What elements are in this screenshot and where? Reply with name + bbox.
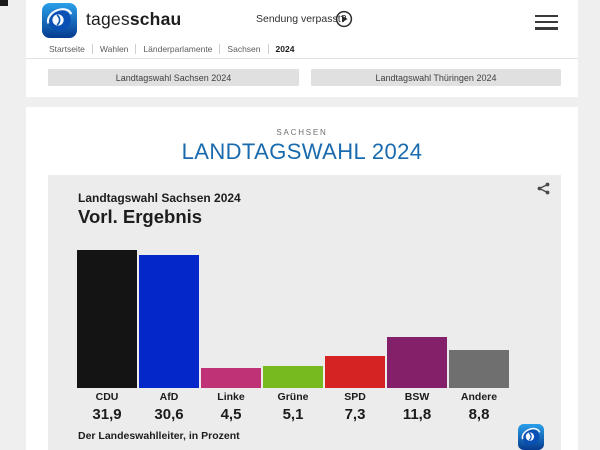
bar-party-name: BSW <box>404 391 430 403</box>
bar-label-Andere: Andere 8,8 <box>449 391 509 423</box>
bar-Grüne <box>263 366 323 388</box>
bar-percent-value: 7,3 <box>344 406 366 423</box>
breadcrumb-startseite[interactable]: Startseite <box>49 44 93 54</box>
bar-party-name: CDU <box>95 391 119 403</box>
nav-button-sachsen[interactable]: Landtagswahl Sachsen 2024 <box>48 69 299 86</box>
bar-party-name: SPD <box>344 391 366 403</box>
bar-CDU <box>77 250 137 388</box>
hamburger-menu-icon[interactable] <box>535 15 558 30</box>
tagesschau-globe-icon <box>518 424 544 450</box>
main-content: SACHSEN LANDTAGSWAHL 2024 Landtagswahl S… <box>26 107 578 450</box>
site-header: tagesschau Sendung verpasst? Startseite … <box>26 0 578 97</box>
bar-party-name: Linke <box>217 391 245 403</box>
chart-subtitle: Landtagswahl Sachsen 2024 <box>78 191 241 205</box>
results-chart-card: Landtagswahl Sachsen 2024 Vorl. Ergebnis… <box>48 175 561 450</box>
bar-percent-value: 5,1 <box>282 406 304 423</box>
bar-party-name: AfD <box>159 391 179 403</box>
play-circle-icon[interactable] <box>335 10 353 28</box>
bar-label-BSW: BSW 11,8 <box>387 391 447 423</box>
share-icon[interactable] <box>537 182 550 195</box>
bar-Andere <box>449 350 509 388</box>
bar-party-name: Andere <box>460 391 498 403</box>
brand-wordmark[interactable]: tagesschau <box>86 9 181 30</box>
breadcrumb-laenderparlamente[interactable]: Länderparlamente <box>136 44 221 54</box>
nav-button-thueringen[interactable]: Landtagswahl Thüringen 2024 <box>311 69 561 86</box>
tagesschau-logo[interactable] <box>42 3 77 38</box>
bar-Linke <box>201 368 261 388</box>
bar-percent-value: 4,5 <box>220 406 242 423</box>
bar-label-CDU: CDU 31,9 <box>77 391 137 423</box>
chart-title: Vorl. Ergebnis <box>78 206 203 227</box>
chart-source: Der Landeswahlleiter, in Prozent <box>78 430 240 442</box>
brand-bold: schau <box>129 9 182 29</box>
bar-label-AfD: AfD 30,6 <box>139 391 199 423</box>
bar-label-SPD: SPD 7,3 <box>325 391 385 423</box>
top-left-dark-artifact <box>0 0 8 6</box>
header-divider <box>26 58 578 59</box>
bar-percent-value: 11,8 <box>402 406 432 423</box>
bar-chart-labels: CDU 31,9 AfD 30,6 Linke 4,5 Grüne 5,1 SPD 7,3 BSW 1… <box>77 391 509 423</box>
bar-SPD <box>325 356 385 388</box>
breadcrumb-2024[interactable]: 2024 <box>275 44 295 54</box>
brand-regular: tages <box>86 9 130 29</box>
bar-BSW <box>387 337 447 388</box>
tagesschau-globe-icon <box>42 3 77 38</box>
bar-percent-value: 8,8 <box>468 406 490 423</box>
breadcrumb: Startseite Wahlen Länderparlamente Sachs… <box>49 42 301 56</box>
bar-percent-value: 30,6 <box>154 406 184 423</box>
breadcrumb-sachsen[interactable]: Sachsen <box>220 44 269 54</box>
bar-label-Linke: Linke 4,5 <box>201 391 261 423</box>
bar-chart-bars <box>77 175 509 388</box>
bar-percent-value: 31,9 <box>92 406 122 423</box>
bar-label-Grüne: Grüne 5,1 <box>263 391 323 423</box>
page-title: LANDTAGSWAHL 2024 <box>181 139 423 164</box>
region-kicker: SACHSEN <box>276 128 328 137</box>
bar-party-name: Grüne <box>277 391 309 403</box>
bar-AfD <box>139 255 199 388</box>
missed-show-link[interactable]: Sendung verpasst? <box>256 13 347 25</box>
breadcrumb-wahlen[interactable]: Wahlen <box>93 44 137 54</box>
